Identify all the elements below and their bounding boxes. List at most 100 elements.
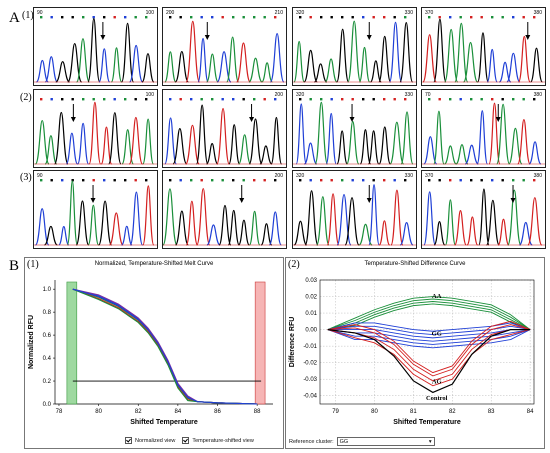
base-call-mark <box>211 179 214 182</box>
y-tick-label: 0.4 <box>43 356 52 362</box>
series-label: GG <box>432 330 442 337</box>
difference-curve-chart: 79 80 81 82 83 84 0.03 0.02 0.01 0.00 -0.01 -0.02 -0… <box>289 278 535 426</box>
base-call-mark <box>438 98 441 101</box>
trace-peak <box>454 22 469 83</box>
base-call-mark <box>221 98 224 101</box>
base-call-mark <box>169 98 172 101</box>
trace-peak <box>444 199 456 246</box>
x-tick-label: 86 <box>214 409 221 415</box>
base-position-end: 330 <box>405 173 414 179</box>
base-call-mark <box>145 98 148 101</box>
trace-peak <box>141 53 155 83</box>
trace-peak <box>98 200 113 246</box>
trace-peak <box>344 197 360 246</box>
base-position-start: 370 <box>425 10 434 16</box>
trace-peak <box>218 204 232 246</box>
trace-peak <box>314 101 329 165</box>
base-call-mark <box>438 16 441 19</box>
y-tick-label: 0.01 <box>305 311 317 317</box>
chromatogram-traces: 370 380 <box>422 173 545 246</box>
base-call-mark <box>82 98 85 101</box>
trace-peak <box>195 104 209 165</box>
difference-curve-line <box>327 298 531 331</box>
trace-peak <box>444 145 457 165</box>
difference-curve-line <box>327 296 531 331</box>
trace-peak <box>314 63 328 83</box>
snp-arrow-icon <box>349 117 355 122</box>
trace-peak <box>100 126 113 165</box>
trace-peak <box>261 62 273 83</box>
trace-peak <box>65 132 79 165</box>
base-call-mark <box>179 179 182 182</box>
trace-peak <box>378 220 391 246</box>
snp-arrow-icon <box>366 198 372 203</box>
base-call-mark <box>82 16 85 19</box>
temperature-shifted-checkbox[interactable] <box>182 437 190 444</box>
base-call-mark <box>404 98 407 101</box>
trace-peak <box>206 224 221 246</box>
chromatogram-traces: 100 <box>34 92 157 165</box>
normalized-view-checkbox[interactable] <box>125 437 132 444</box>
base-call-mark <box>299 98 302 101</box>
base-call-mark <box>179 98 182 101</box>
x-tick-label: 78 <box>56 409 63 415</box>
trace-peak <box>423 136 438 165</box>
y-tick-label: -0.04 <box>303 394 317 400</box>
base-call-mark <box>92 16 95 19</box>
base-call-mark <box>263 98 266 101</box>
trace-peak <box>528 141 542 165</box>
base-call-mark <box>512 179 515 182</box>
base-call-mark <box>92 179 95 182</box>
base-call-mark <box>221 179 224 182</box>
base-call-mark <box>351 179 354 182</box>
trace-peak <box>75 200 90 246</box>
base-call-mark <box>124 179 127 182</box>
trace-peak <box>433 220 446 246</box>
base-call-mark <box>533 179 536 182</box>
row-label-3: (3) <box>20 172 32 183</box>
trace-peak <box>197 37 209 83</box>
trace-peak <box>163 188 178 246</box>
base-call-mark <box>274 16 277 19</box>
trace-peak <box>422 34 437 83</box>
trace-peak <box>87 204 100 246</box>
snp-arrow-icon <box>239 198 245 203</box>
melt-curve-line <box>72 288 258 405</box>
base-call-mark <box>190 179 193 182</box>
chromatogram: 320 330 <box>292 7 417 86</box>
trace-peak <box>174 50 189 83</box>
trace-peak <box>507 189 522 246</box>
y-axis-label: Difference RFU <box>289 317 296 368</box>
chevron-down-icon: ▾ <box>428 438 432 445</box>
base-call-mark <box>61 98 64 101</box>
base-call-mark <box>200 98 203 101</box>
melt-curve-line <box>72 288 258 405</box>
difference-curve-line <box>327 320 531 374</box>
base-call-mark <box>299 179 302 182</box>
trace-peak <box>316 196 330 246</box>
chromatogram: 200 <box>162 170 287 249</box>
base-call-mark <box>40 16 43 19</box>
trace-peak <box>454 209 467 246</box>
base-call-mark <box>320 179 323 182</box>
base-call-mark <box>480 98 483 101</box>
base-call-mark <box>232 16 235 19</box>
base-call-mark <box>330 16 333 19</box>
base-call-mark <box>253 179 256 182</box>
base-call-mark <box>320 98 323 101</box>
x-axis-label: Shifted Temperature <box>393 419 461 426</box>
base-call-mark <box>512 98 515 101</box>
trace-peak <box>358 46 371 83</box>
trace-peak <box>268 211 282 246</box>
base-call-mark <box>253 16 256 19</box>
base-call-mark <box>232 98 235 101</box>
base-call-mark <box>330 179 333 182</box>
trace-peak <box>388 21 403 83</box>
trace-peak <box>248 57 263 83</box>
snp-arrow-icon <box>510 198 516 203</box>
reference-cluster-select[interactable]: GG ▾ <box>336 437 435 446</box>
trace-peak <box>336 130 348 165</box>
base-call-mark <box>82 179 85 182</box>
base-call-mark <box>274 98 277 101</box>
melt-curve-line <box>72 288 258 405</box>
